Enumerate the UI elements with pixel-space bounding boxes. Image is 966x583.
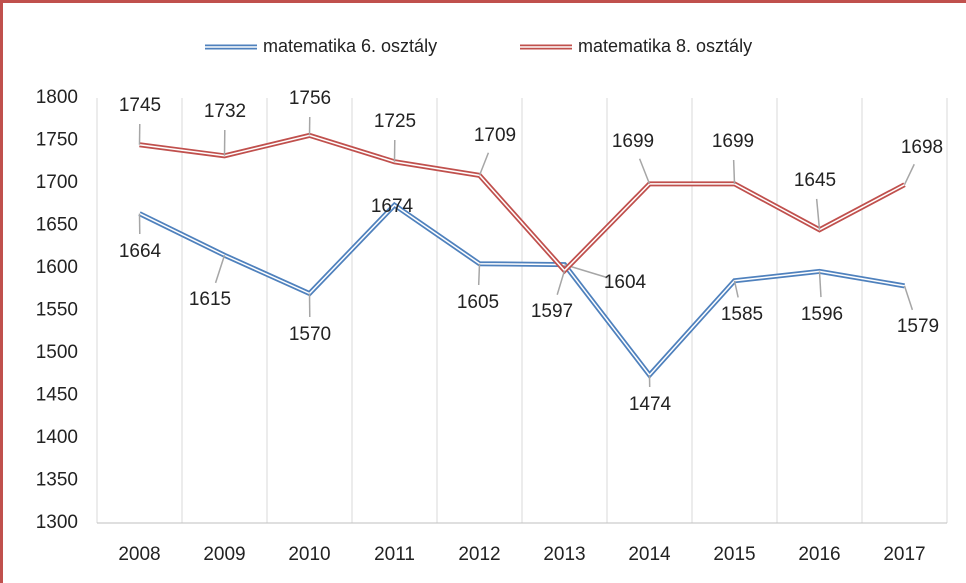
x-tick-label: 2016 [798,544,840,565]
data-label: 1699 [712,131,754,152]
y-tick-label: 1750 [36,130,78,151]
y-tick-label: 1700 [36,172,78,193]
data-label: 1664 [119,241,162,262]
leader-line [638,158,651,185]
x-tick-label: 2011 [374,544,415,565]
y-tick-label: 1800 [36,87,78,108]
x-tick-label: 2009 [203,544,245,565]
x-tick-label: 2012 [458,544,500,565]
data-label: 1596 [801,304,843,325]
data-label: 1570 [289,324,331,345]
x-tick-label: 2010 [288,544,330,565]
leader-line [478,152,490,176]
data-label: 1732 [204,101,246,122]
data-label: 1645 [794,170,836,191]
y-tick-label: 1450 [36,385,78,406]
data-label: 1699 [612,131,654,152]
leader-line [477,263,481,286]
leader-line [214,255,226,284]
data-label: 1756 [289,88,331,109]
y-tick-label: 1300 [36,512,78,533]
data-label: 1585 [721,304,763,325]
data-label: 1745 [119,95,161,116]
series-line-inner [139,134,905,272]
leader-line [815,198,821,230]
data-label: 1597 [531,301,573,322]
leader-line [556,270,566,295]
data-label: 1674 [371,196,414,217]
leader-line [732,159,736,184]
x-tick-label: 2017 [883,544,925,565]
legend-label: matematika 8. osztály [578,36,752,56]
leader-line [564,263,608,279]
data-label: 1725 [374,111,416,132]
x-tick-label: 2015 [713,544,755,565]
y-tick-label: 1600 [36,257,78,278]
y-tick-label: 1550 [36,300,78,321]
y-tick-label: 1650 [36,215,78,236]
leader-line [903,163,915,186]
legend-label: matematika 6. osztály [263,36,437,56]
data-label: 1604 [604,272,647,293]
series-line-inner [139,204,905,377]
leader-line [733,280,739,298]
data-label: 1709 [474,125,516,146]
leader-line [818,271,822,298]
data-label: 1698 [901,137,943,158]
x-tick-label: 2008 [118,544,160,565]
x-tick-label: 2014 [628,544,671,565]
y-tick-label: 1500 [36,342,78,363]
data-label: 1474 [629,394,672,415]
y-tick-label: 1350 [36,470,78,491]
data-label: 1605 [457,292,499,313]
data-label: 1615 [189,289,231,310]
y-tick-label: 1400 [36,427,78,448]
leader-line [903,285,914,311]
data-label: 1579 [897,316,939,337]
x-tick-label: 2013 [543,544,585,565]
